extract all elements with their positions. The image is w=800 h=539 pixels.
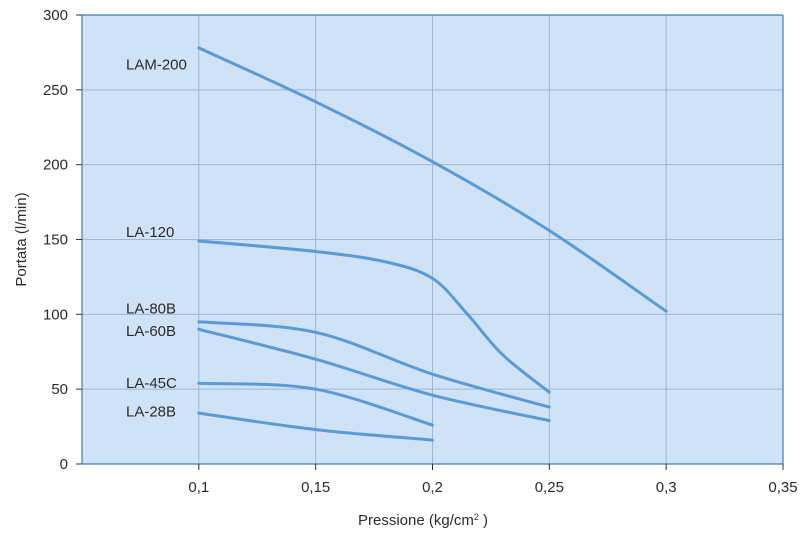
y-tick-label: 50 [51,381,68,398]
y-tick-label: 150 [43,232,68,249]
y-tick-label: 0 [60,456,68,473]
x-axis-title-close: ) [479,512,488,529]
series-label-la-28b: LA-28B [126,404,176,421]
series-line-la-60b [197,327,551,423]
x-axis-title-superscript: 2 [474,512,479,522]
series-line-la-28b [197,411,434,442]
y-tick-label: 300 [43,7,68,24]
series-line-la-45c [197,381,434,427]
series-label-la-60b: LA-60B [126,323,176,340]
x-axis-title: Pressione (kg/cm2 ) [358,512,488,529]
grid-lines [82,14,783,464]
x-axis-ticks: 0,1 0,15 0,2 0,25 0,3 0,35 [188,464,798,496]
y-tick-label: 200 [43,157,68,174]
series-labels: LAM-200 LA-120 LA-80B LA-60B LA-45C LA-28B [126,56,187,420]
x-axis-title-main: Pressione (kg/cm [358,512,474,529]
series-lines [197,46,668,442]
x-tick-label: 0,25 [535,479,564,496]
x-tick-label: 0,35 [768,479,797,496]
x-tick-label: 0,2 [422,479,443,496]
series-label-la-45c: LA-45C [126,375,177,392]
x-tick-label: 0,15 [301,479,330,496]
series-line-la-80b [197,320,551,409]
y-tick-label: 100 [43,306,68,323]
y-tick-label: 250 [43,82,68,99]
x-tick-label: 0,3 [656,479,677,496]
x-tick-label: 0,1 [188,479,209,496]
y-axis-ticks: 0 50 100 150 200 250 300 [43,7,82,473]
series-label-la-120: LA-120 [126,224,174,241]
series-line-lam-200 [197,46,668,313]
series-label-la-80b: LA-80B [126,300,176,317]
series-label-lam-200: LAM-200 [126,56,187,73]
series-line-la-120 [197,239,551,394]
y-axis-title: Portata (l/min) [13,192,30,286]
